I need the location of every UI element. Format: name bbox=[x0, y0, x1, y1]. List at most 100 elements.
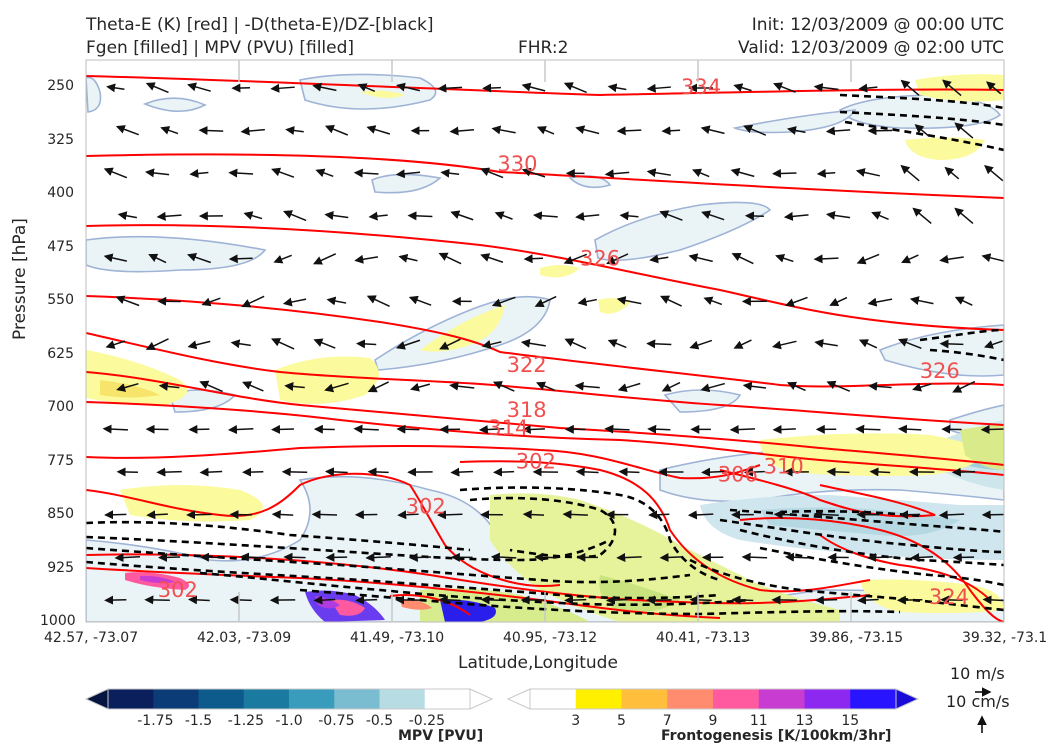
wind-vector bbox=[408, 295, 432, 306]
colorbar-swatch bbox=[198, 689, 245, 709]
wind-vector bbox=[772, 424, 796, 434]
colorbar-swatch bbox=[334, 689, 380, 709]
wind-vectors bbox=[102, 79, 1004, 605]
x-tick-label: 40.41, -73.13 bbox=[656, 630, 751, 646]
x-tick-label: 41.49, -73.10 bbox=[350, 630, 445, 646]
wind-vector bbox=[607, 339, 627, 349]
colorbar-tick-label: 13 bbox=[795, 713, 814, 729]
wind-vector bbox=[315, 168, 334, 178]
wind-vector bbox=[646, 83, 671, 93]
fgen-colorbar bbox=[506, 688, 920, 710]
wind-vector bbox=[647, 424, 671, 434]
wind-vector bbox=[701, 210, 725, 221]
theta-e-label: 306 bbox=[718, 462, 758, 486]
wind-vector bbox=[437, 510, 463, 520]
wind-vector bbox=[897, 424, 922, 434]
wind-vector bbox=[357, 83, 376, 93]
wind-vector bbox=[114, 553, 141, 563]
wind-vector bbox=[912, 382, 932, 392]
colorbar-swatch bbox=[667, 689, 714, 709]
wind-vector bbox=[692, 168, 710, 178]
y-tick-label: 325 bbox=[47, 131, 74, 148]
wind-vector bbox=[867, 297, 893, 307]
colorbar-swatch bbox=[621, 689, 668, 709]
valid-time: Valid: 12/03/2009 @ 02:00 UTC bbox=[738, 38, 1004, 58]
wind-vector bbox=[103, 167, 128, 179]
theta-e-label: 322 bbox=[507, 353, 547, 377]
colorbar-tick-label: 15 bbox=[841, 713, 860, 729]
wind-vector bbox=[731, 595, 754, 605]
wind-vector bbox=[198, 126, 224, 136]
wind-vector bbox=[407, 211, 433, 221]
wind-vector bbox=[813, 509, 839, 519]
wind-vector bbox=[688, 253, 713, 263]
wind-vector bbox=[700, 125, 725, 135]
colorbar-extend-triangle bbox=[469, 688, 494, 710]
x-tick-label: 40.95, -73.12 bbox=[503, 630, 598, 646]
wind-vector bbox=[481, 340, 502, 349]
wind-vector bbox=[439, 338, 461, 350]
wind-vector bbox=[145, 168, 170, 178]
wind-vector bbox=[366, 295, 390, 308]
wind-vector bbox=[103, 253, 128, 263]
wind-vector bbox=[227, 425, 254, 435]
wind-vector bbox=[188, 424, 210, 434]
wind-vector bbox=[199, 467, 223, 477]
wind-vector bbox=[616, 553, 642, 563]
wind-vector bbox=[954, 296, 973, 306]
wind-vector bbox=[733, 339, 752, 349]
fhr-label: FHR:2 bbox=[518, 38, 569, 58]
wind-vector bbox=[326, 296, 347, 306]
colorbar-swatch bbox=[424, 689, 471, 709]
wind-vector bbox=[825, 210, 851, 220]
wind-vector bbox=[616, 126, 642, 136]
wind-vector bbox=[440, 168, 460, 178]
colorbar-tick-label: 9 bbox=[708, 713, 718, 729]
wind-vector bbox=[951, 467, 976, 477]
wind-vector bbox=[787, 126, 806, 135]
wind-vector bbox=[480, 595, 503, 605]
wind-vector bbox=[575, 125, 600, 135]
colorbar-swatch bbox=[530, 689, 577, 709]
wind-vector bbox=[563, 253, 588, 265]
wind-vector bbox=[104, 510, 127, 520]
wind-vector bbox=[104, 595, 127, 605]
wind-vector bbox=[449, 381, 475, 391]
wind-vector bbox=[701, 467, 725, 477]
y-tick-label: 1000 bbox=[40, 613, 76, 629]
wind-vector bbox=[438, 252, 462, 265]
theta-e-label: 314 bbox=[488, 416, 528, 440]
wind-vector bbox=[700, 382, 725, 393]
wind-vector bbox=[367, 381, 389, 393]
wind-vector bbox=[771, 168, 797, 178]
wind-vector bbox=[148, 253, 167, 264]
colorbar-swatch bbox=[713, 689, 760, 709]
wind-vector bbox=[189, 168, 209, 178]
wind-vector bbox=[648, 510, 670, 520]
wind-vector bbox=[617, 382, 641, 392]
wind-vector bbox=[324, 382, 349, 393]
colorbar-extend-triangle bbox=[895, 688, 920, 710]
y-tick-label: 250 bbox=[47, 78, 74, 95]
wind-vector bbox=[187, 82, 211, 92]
wind-vector bbox=[659, 552, 683, 562]
wind-vector bbox=[271, 167, 295, 178]
wind-vector bbox=[574, 381, 600, 391]
wind-vector bbox=[729, 425, 756, 435]
wind-vector bbox=[156, 467, 182, 477]
wind-vector bbox=[868, 381, 892, 391]
wind-vector bbox=[522, 510, 545, 520]
wind-vector bbox=[313, 595, 336, 605]
y-tick-label: 400 bbox=[47, 185, 74, 202]
wind-vector bbox=[145, 82, 169, 94]
wind-vector bbox=[106, 83, 125, 93]
wind-vector bbox=[449, 126, 475, 136]
colorbar-swatch bbox=[575, 689, 622, 709]
fgen-colorbar-label: Frontogenesis [K/100km/3hr] bbox=[661, 728, 892, 744]
title-left-1: Theta-E (K) [red] | -D(theta-E)/DZ-[blac… bbox=[86, 15, 434, 35]
wind-vector bbox=[649, 254, 669, 264]
wind-vector bbox=[482, 83, 501, 93]
colorbar-tick-label: 7 bbox=[662, 713, 672, 729]
colorbar-tick-label: -1.5 bbox=[184, 713, 213, 729]
